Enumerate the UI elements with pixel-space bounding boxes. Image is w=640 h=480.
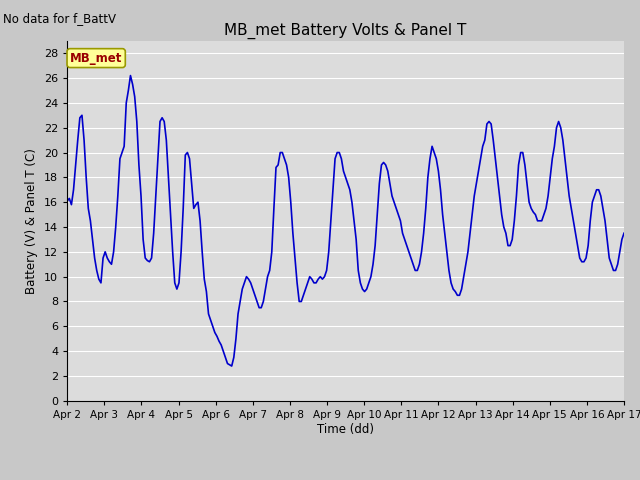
Y-axis label: Battery (V) & Panel T (C): Battery (V) & Panel T (C) [26,148,38,294]
Text: MB_met: MB_met [70,51,122,65]
X-axis label: Time (dd): Time (dd) [317,422,374,436]
Title: MB_met Battery Volts & Panel T: MB_met Battery Volts & Panel T [225,23,467,39]
Text: No data for f_BattV: No data for f_BattV [3,12,116,25]
